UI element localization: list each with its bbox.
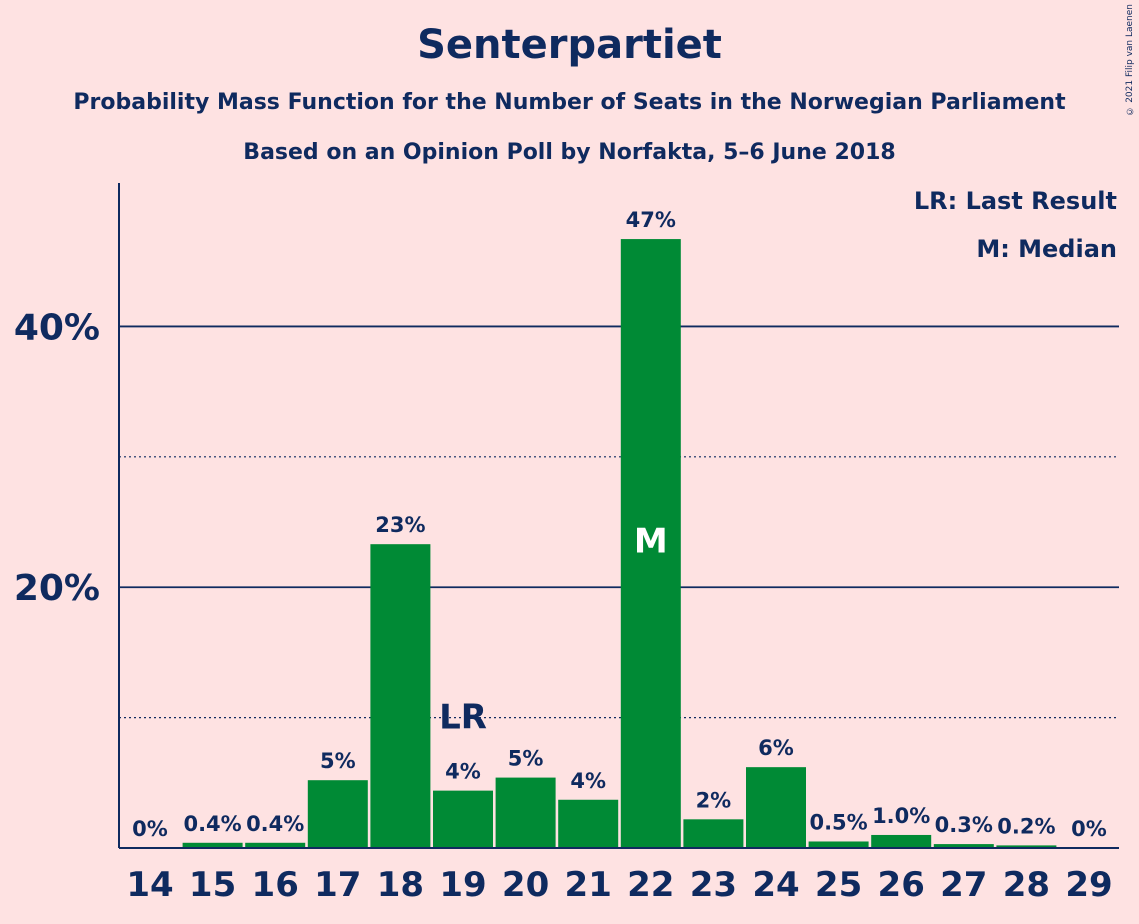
bar xyxy=(746,767,806,848)
bar-value-label: 1.0% xyxy=(872,804,930,828)
bars xyxy=(182,239,1057,849)
bar xyxy=(996,845,1057,848)
bar-value-label: 0.5% xyxy=(809,810,867,834)
bar-value-label: 0.4% xyxy=(183,812,241,836)
last-result-marker: LR xyxy=(439,698,487,738)
x-tick-label: 15 xyxy=(189,865,236,905)
x-tick-label: 27 xyxy=(940,865,987,905)
bar xyxy=(370,544,431,848)
median-marker: M xyxy=(634,522,668,562)
chart-title: Senterpartiet xyxy=(417,22,722,68)
bar-value-label: 0.4% xyxy=(246,812,304,836)
bar-value-label: 5% xyxy=(508,747,544,771)
bar-value-label: 4% xyxy=(570,769,606,793)
bar xyxy=(495,777,556,848)
bar xyxy=(808,841,869,848)
y-tick-label: 20% xyxy=(14,568,100,609)
bar-value-label: 0.2% xyxy=(997,814,1055,838)
legend-last-result: LR: Last Result xyxy=(914,187,1117,215)
bar-value-label: 5% xyxy=(320,749,356,773)
x-tick-label: 22 xyxy=(627,865,674,905)
x-tick-label: 29 xyxy=(1065,865,1112,905)
x-tick-label: 26 xyxy=(878,865,925,905)
bar-value-label: 0% xyxy=(1071,817,1107,841)
y-tick-labels: 20% 40% xyxy=(14,307,100,609)
chart-subtitle: Probability Mass Function for the Number… xyxy=(73,90,1066,115)
bar xyxy=(307,780,368,848)
x-tick-labels: 14 15 16 17 18 19 20 21 22 23 24 25 26 27 28 29 xyxy=(126,865,1112,905)
bar-value-label: 0% xyxy=(132,817,168,841)
x-tick-label: 17 xyxy=(314,865,361,905)
bar-value-labels: 0% 0.4% 0.4%5%23%4%LR5%4%47%M2%6%0.5% 1.0% 0… xyxy=(132,208,1107,841)
bar-value-label: 2% xyxy=(696,788,732,812)
bar xyxy=(182,842,243,848)
bar xyxy=(933,844,994,848)
bar-value-label: 6% xyxy=(758,736,794,760)
bar-value-label: 4% xyxy=(445,760,481,784)
bar xyxy=(871,834,932,848)
x-tick-label: 16 xyxy=(252,865,299,905)
bar xyxy=(558,799,619,848)
x-tick-label: 14 xyxy=(126,865,173,905)
bar xyxy=(433,790,493,848)
bar-value-label: 47% xyxy=(626,208,676,232)
bar-value-label: 0.3% xyxy=(935,813,993,837)
x-tick-label: 24 xyxy=(752,865,799,905)
x-tick-label: 23 xyxy=(690,865,737,905)
bar xyxy=(683,819,744,848)
x-tick-label: 20 xyxy=(502,865,549,905)
bar xyxy=(245,842,306,848)
bar xyxy=(620,239,681,849)
gridlines xyxy=(119,325,1119,719)
x-tick-label: 18 xyxy=(377,865,424,905)
bar-value-label: 23% xyxy=(375,513,425,537)
chart-subtitle-poll: Based on an Opinion Poll by Norfakta, 5–… xyxy=(243,140,896,165)
x-tick-label: 25 xyxy=(815,865,862,905)
x-tick-label: 19 xyxy=(439,865,486,905)
y-tick-label: 40% xyxy=(14,307,100,348)
x-tick-label: 21 xyxy=(565,865,612,905)
legend-median: M: Median xyxy=(976,235,1117,263)
x-tick-label: 28 xyxy=(1003,865,1050,905)
